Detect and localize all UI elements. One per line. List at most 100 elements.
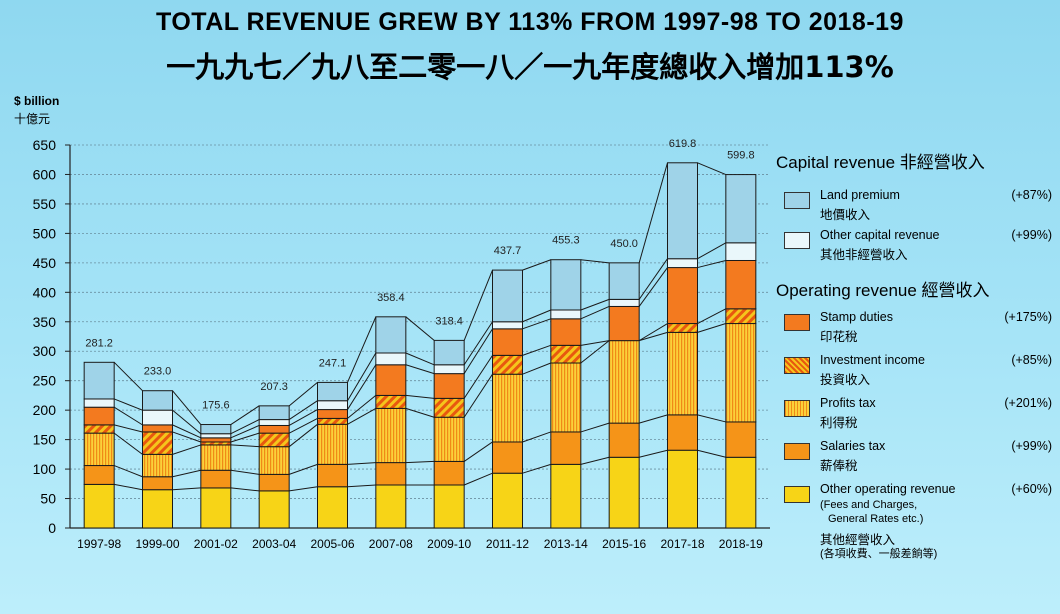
bar-segment bbox=[142, 476, 173, 491]
total-label: 619.8 bbox=[669, 138, 697, 150]
bar-segment bbox=[492, 354, 523, 375]
bar-segment bbox=[492, 321, 523, 330]
legend-capital-heading: Capital revenue 非經營收入 bbox=[776, 153, 985, 172]
bar-segment bbox=[83, 483, 115, 529]
connector-line bbox=[288, 382, 318, 407]
x-tick-label: 2017-18 bbox=[660, 537, 704, 551]
x-tick-label: 2003-04 bbox=[252, 537, 296, 551]
bar-segment bbox=[375, 484, 407, 529]
legend-label-en: Land premium bbox=[820, 188, 900, 202]
bar-segment bbox=[258, 405, 290, 421]
legend-growth: (+99%) bbox=[1011, 228, 1052, 242]
legend-growth: (+87%) bbox=[1011, 188, 1052, 202]
bar-segment bbox=[258, 419, 290, 426]
bar-segment bbox=[492, 373, 523, 443]
total-label: 207.3 bbox=[260, 381, 288, 393]
connector-line bbox=[638, 162, 668, 263]
y-tick-label: 300 bbox=[33, 343, 57, 359]
connector-line bbox=[639, 449, 668, 458]
connector-line bbox=[697, 323, 726, 333]
bar-segment bbox=[492, 269, 523, 323]
legend-item-salaries-tax: Salaries tax 薪俸稅 (+99%) bbox=[776, 439, 1052, 479]
legend-growth: (+201%) bbox=[1004, 396, 1052, 410]
connector-lines bbox=[113, 162, 727, 492]
bar-segment bbox=[725, 174, 757, 244]
bar-segment bbox=[200, 444, 232, 471]
x-tick-label: 2015-16 bbox=[602, 537, 646, 551]
bar-series-layer bbox=[83, 162, 757, 529]
legend-swatch bbox=[784, 192, 810, 209]
legend-label-en: Stamp duties bbox=[820, 310, 893, 324]
legend-operating-heading: Operating revenue 經營收入 bbox=[776, 281, 990, 300]
connector-line bbox=[288, 409, 318, 426]
bar-segment bbox=[433, 364, 465, 375]
connector-line bbox=[580, 456, 610, 465]
connector-line bbox=[463, 441, 493, 462]
connector-line bbox=[697, 449, 726, 458]
connector-line bbox=[113, 406, 143, 426]
connector-line bbox=[288, 463, 318, 475]
bar-segment bbox=[667, 162, 698, 260]
total-label: 281.2 bbox=[85, 337, 113, 349]
connector-line bbox=[347, 407, 377, 425]
legend-swatch bbox=[784, 314, 810, 331]
bar-segment bbox=[142, 431, 173, 455]
x-tick-label: 2007-08 bbox=[369, 537, 413, 551]
legend-label-zh: 其他非經營收入 bbox=[820, 247, 908, 262]
x-tick-label: 1997-98 bbox=[77, 537, 121, 551]
bar-segment bbox=[375, 352, 407, 366]
y-tick-label: 50 bbox=[40, 491, 56, 507]
connector-line bbox=[230, 487, 260, 492]
bar-segment bbox=[258, 490, 290, 529]
connector-line bbox=[172, 444, 201, 455]
connector-line bbox=[463, 269, 493, 341]
legend-label-zh: 薪俸稅 bbox=[820, 458, 858, 473]
bar-segment bbox=[667, 449, 698, 529]
y-tick-label: 200 bbox=[33, 402, 57, 418]
bar-segment bbox=[200, 433, 232, 439]
bar-segment bbox=[667, 331, 698, 416]
connector-line bbox=[114, 483, 143, 491]
connector-line bbox=[638, 323, 668, 342]
connector-line bbox=[347, 364, 377, 410]
connector-line bbox=[347, 316, 377, 383]
y-axis-unit-zh: 十億元 bbox=[14, 112, 51, 126]
connector-line bbox=[405, 460, 435, 464]
connector-line bbox=[522, 463, 551, 474]
legend-item-land-premium: Land premium 地價收入 (+87%) bbox=[776, 188, 1052, 228]
y-grid: 0 50 100 150 200 250 300 350 400 450 500 550 600 650 bbox=[33, 137, 770, 536]
connector-line bbox=[405, 407, 435, 418]
legend-label-en: Investment income bbox=[820, 353, 925, 367]
chart-title-en: TOTAL REVENUE GREW BY 113% FROM 1997-98 … bbox=[156, 8, 904, 36]
bar-segment bbox=[550, 362, 582, 433]
legend-item-stamp-duties: Stamp duties 印花稅 (+175%) bbox=[776, 310, 1052, 350]
connector-line bbox=[580, 305, 610, 320]
y-tick-label: 250 bbox=[33, 373, 57, 389]
legend-swatch bbox=[784, 232, 810, 249]
bar-segment bbox=[608, 298, 640, 307]
bar-segment bbox=[667, 258, 698, 269]
connector-line bbox=[522, 318, 551, 330]
bar-segment bbox=[667, 323, 698, 333]
legend-label-zh: 其他經營收入 bbox=[820, 532, 896, 547]
legend-note-line2: General Rates etc.) bbox=[828, 513, 924, 525]
bar-segment bbox=[725, 259, 757, 310]
connector-line bbox=[172, 487, 201, 491]
bar-segment bbox=[608, 262, 640, 300]
bar-segment bbox=[142, 390, 173, 411]
connector-line bbox=[172, 390, 202, 425]
total-label: 437.7 bbox=[494, 245, 522, 257]
connector-line bbox=[463, 472, 493, 486]
bar-segment bbox=[608, 340, 640, 424]
total-label: 599.8 bbox=[727, 150, 755, 162]
connector-line bbox=[288, 423, 318, 448]
connector-line bbox=[405, 316, 435, 341]
bar-segment bbox=[200, 437, 232, 443]
connector-line bbox=[638, 267, 668, 307]
connector-line bbox=[230, 419, 260, 435]
connector-line bbox=[230, 432, 260, 443]
connector-line bbox=[113, 361, 143, 392]
legend-item-other-operating-revenue: Other operating revenue (+60%) (Fees and… bbox=[776, 482, 1052, 562]
bar-segment bbox=[83, 432, 115, 467]
connector-line bbox=[347, 352, 377, 401]
